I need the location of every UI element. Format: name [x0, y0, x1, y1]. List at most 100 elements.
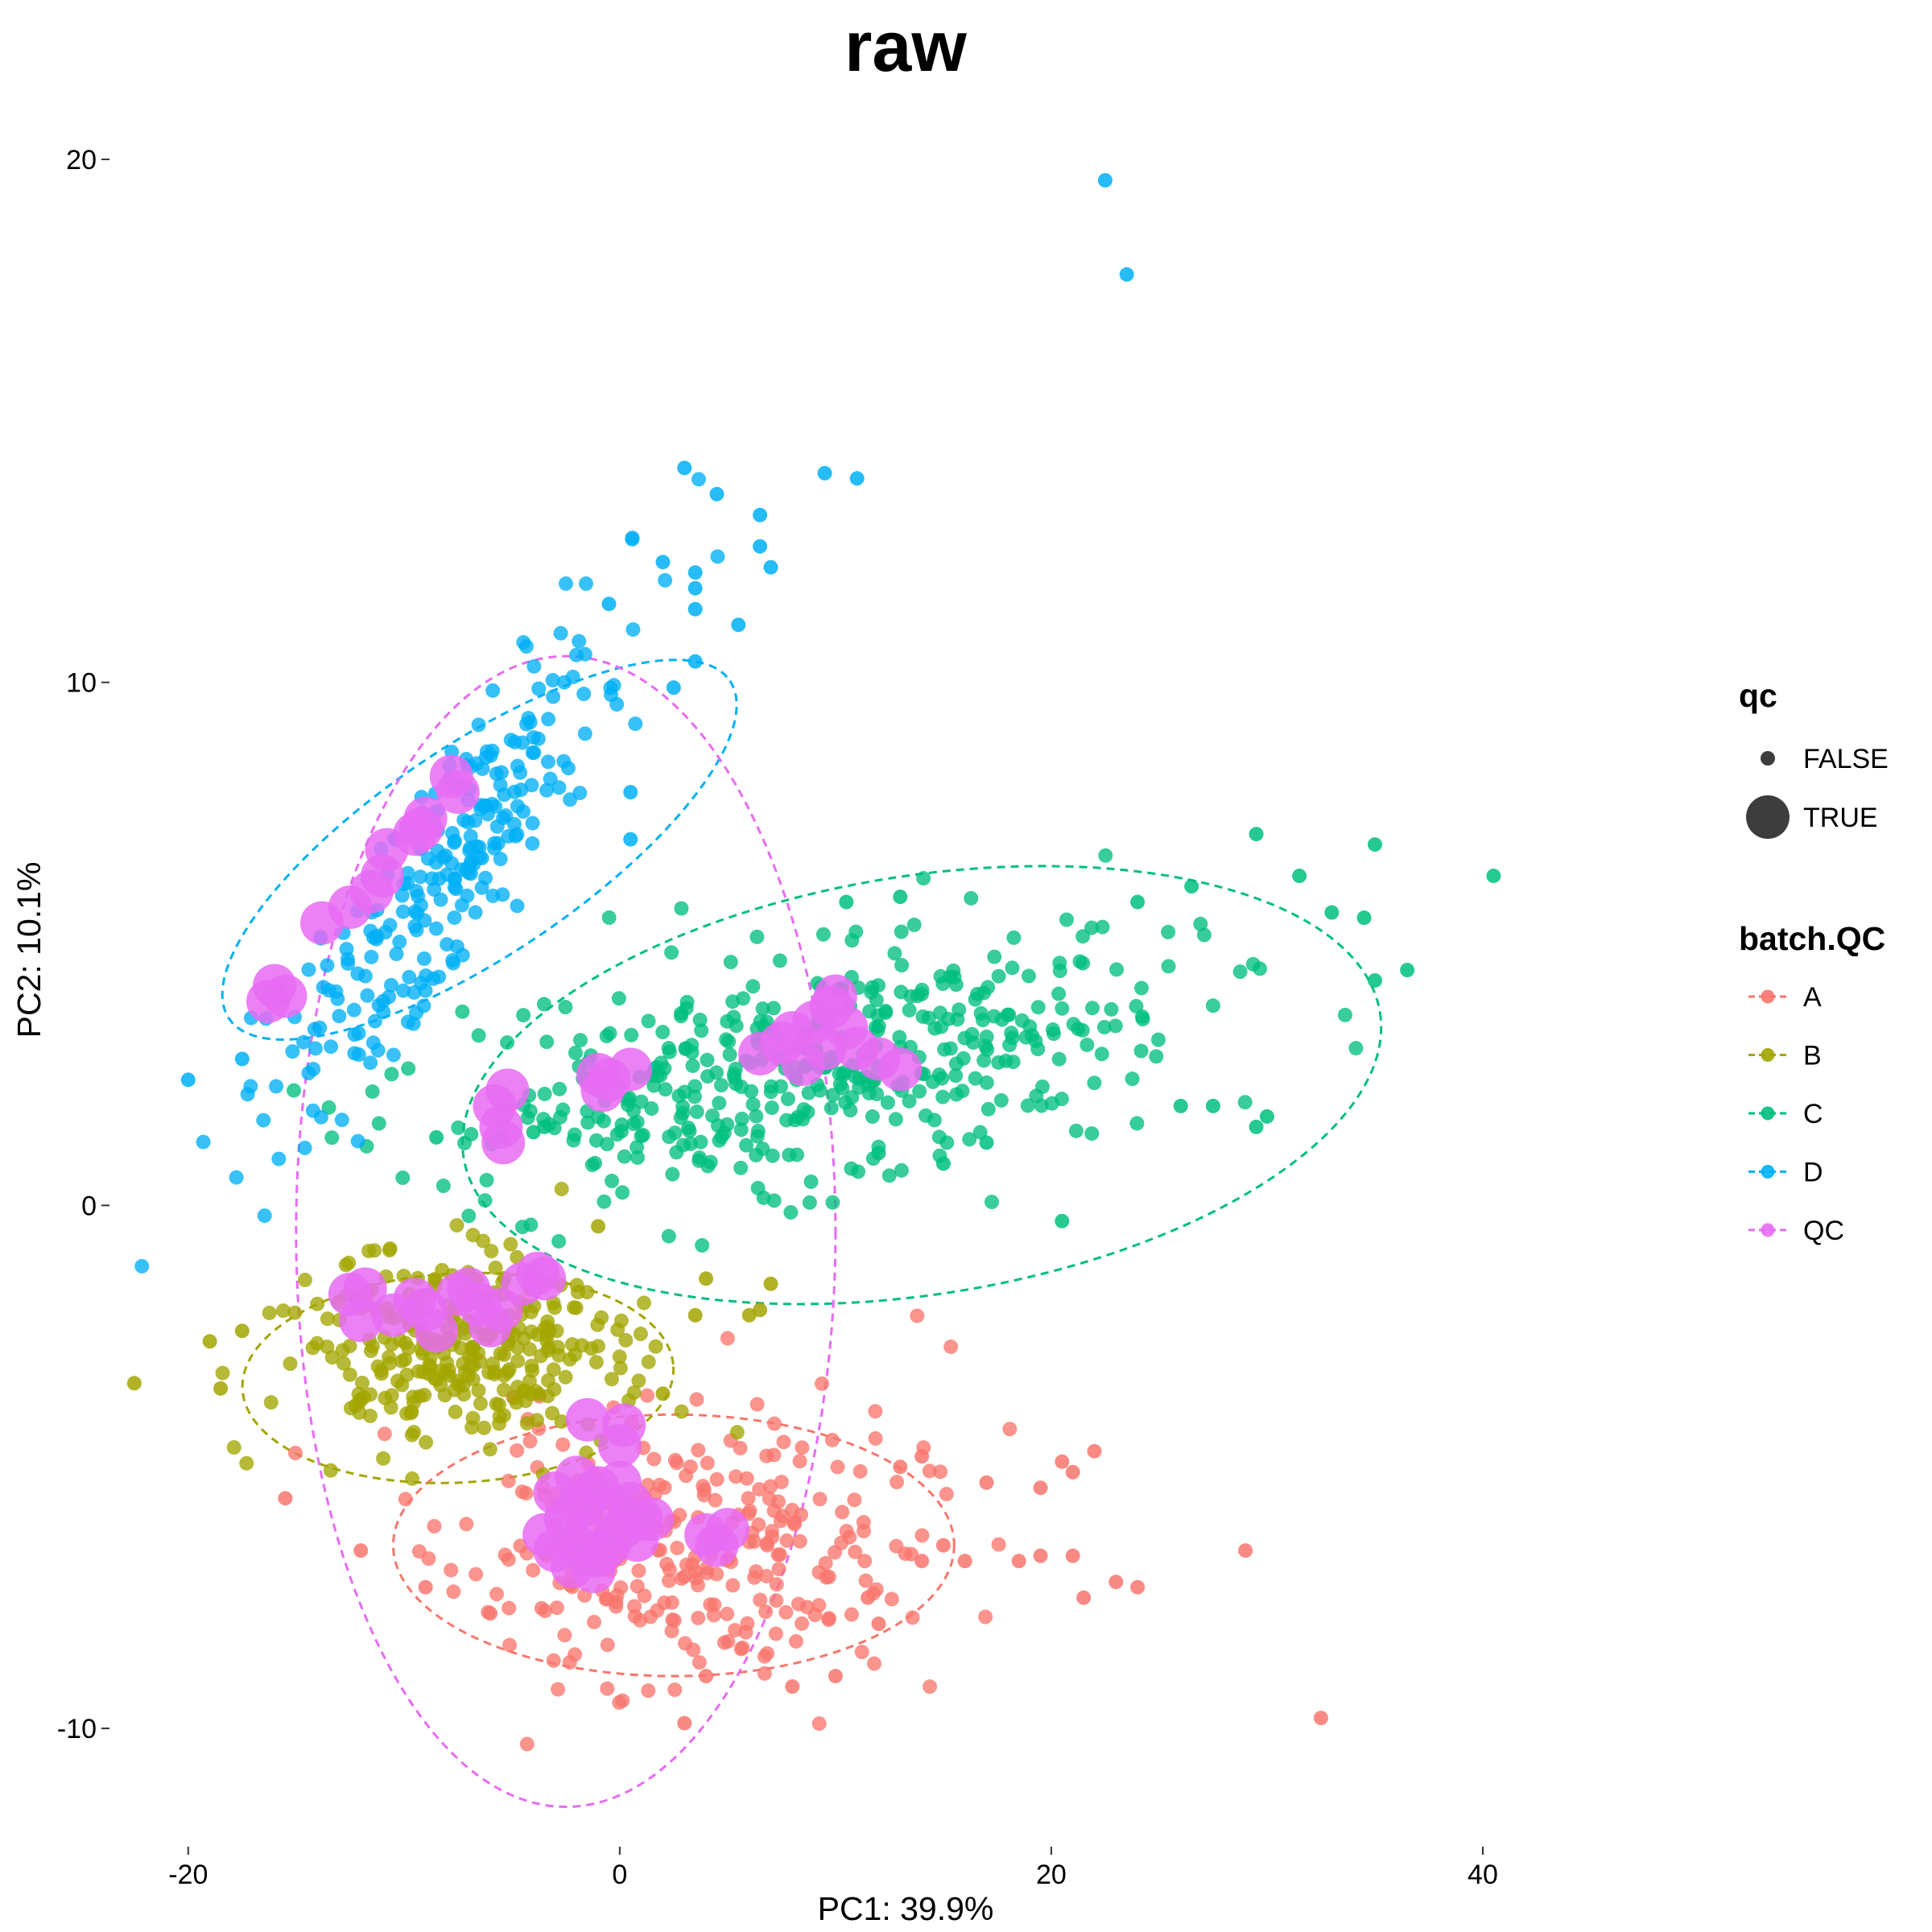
point-a	[1130, 1579, 1146, 1595]
point-a	[772, 1547, 787, 1563]
point-d	[489, 819, 505, 834]
point-a	[489, 1587, 505, 1602]
legend-label-b: B	[1803, 1041, 1822, 1071]
point-a	[691, 1443, 706, 1458]
point-a	[852, 1463, 868, 1479]
point-b	[463, 1359, 478, 1374]
point-c	[979, 1135, 994, 1150]
point-d	[419, 968, 434, 983]
point-c	[1400, 963, 1415, 977]
point-a	[353, 1543, 369, 1558]
point-d	[487, 840, 502, 856]
point-d	[525, 836, 540, 851]
point-b	[365, 1339, 380, 1354]
point-a	[555, 1437, 571, 1452]
point-c	[802, 1195, 817, 1210]
point-d	[407, 919, 423, 934]
legend-label-a: A	[1803, 982, 1822, 1013]
point-c	[712, 1096, 727, 1111]
point-a	[844, 1607, 859, 1622]
point-c	[984, 1195, 999, 1210]
point-a	[1087, 1443, 1102, 1459]
point-d	[503, 733, 518, 748]
point-d	[628, 716, 643, 732]
point-a	[957, 1554, 972, 1569]
point-a	[751, 1517, 766, 1532]
point-c	[935, 1156, 951, 1171]
legend-key-dot-c	[1761, 1106, 1775, 1121]
point-a	[689, 1392, 704, 1407]
point-b	[590, 1317, 605, 1332]
point-c	[1337, 1007, 1352, 1022]
qc-point	[630, 1497, 675, 1542]
point-c	[1051, 1051, 1067, 1067]
point-d	[332, 1009, 347, 1024]
point-a	[612, 1695, 627, 1710]
point-c	[844, 1161, 859, 1176]
point-c	[978, 1038, 993, 1054]
point-b	[305, 1340, 320, 1356]
point-b	[448, 1404, 463, 1419]
point-d	[407, 985, 422, 1000]
point-b	[283, 1356, 298, 1372]
point-c	[704, 1108, 720, 1124]
point-d	[485, 683, 501, 698]
confidence-ellipses	[221, 654, 1383, 1809]
point-d	[473, 801, 489, 816]
point-b	[687, 1307, 703, 1323]
point-a	[839, 1524, 854, 1539]
point-d	[526, 658, 542, 674]
point-a	[770, 1494, 786, 1509]
point-b	[568, 1300, 584, 1315]
point-c	[946, 963, 961, 978]
point-b	[579, 1445, 594, 1460]
point-c	[552, 1081, 568, 1096]
point-c	[1108, 1018, 1123, 1034]
point-a	[752, 1482, 767, 1497]
point-a	[910, 1308, 925, 1323]
point-d	[285, 1044, 300, 1059]
point-c	[925, 1074, 940, 1089]
point-b	[287, 1305, 303, 1320]
point-a	[709, 1472, 724, 1487]
point-a	[568, 1647, 583, 1662]
point-c	[1068, 1123, 1084, 1138]
point-d	[416, 998, 431, 1013]
point-b	[378, 1390, 393, 1406]
point-a	[537, 1604, 552, 1619]
point-a	[943, 1339, 959, 1354]
point-a	[792, 1454, 807, 1469]
point-d	[817, 465, 832, 481]
point-c	[691, 1150, 707, 1166]
point-c	[1096, 1019, 1112, 1034]
point-b	[591, 1219, 606, 1234]
point-a	[557, 1628, 572, 1643]
point-d	[687, 580, 703, 596]
point-c	[1161, 959, 1176, 974]
point-a	[633, 1612, 648, 1628]
qc-point	[572, 1550, 616, 1594]
point-d	[243, 1079, 258, 1094]
point-b	[482, 1442, 497, 1457]
point-d	[493, 778, 508, 793]
point-d	[658, 572, 673, 588]
point-c	[605, 1174, 620, 1189]
point-c	[739, 1137, 754, 1153]
point-b	[741, 1307, 757, 1323]
point-c	[716, 1125, 732, 1141]
point-b	[213, 1381, 229, 1396]
point-b	[449, 1218, 464, 1233]
point-d	[454, 898, 469, 913]
point-c	[695, 1238, 710, 1253]
point-c	[455, 1004, 470, 1019]
point-c	[815, 927, 831, 942]
point-d	[341, 956, 356, 971]
point-a	[421, 1551, 436, 1567]
point-c	[667, 1125, 683, 1141]
point-d	[350, 966, 365, 981]
point-b	[545, 1406, 560, 1421]
point-d	[731, 617, 746, 633]
point-c	[824, 1100, 839, 1116]
point-c	[1129, 1116, 1145, 1131]
point-c	[975, 1013, 990, 1028]
